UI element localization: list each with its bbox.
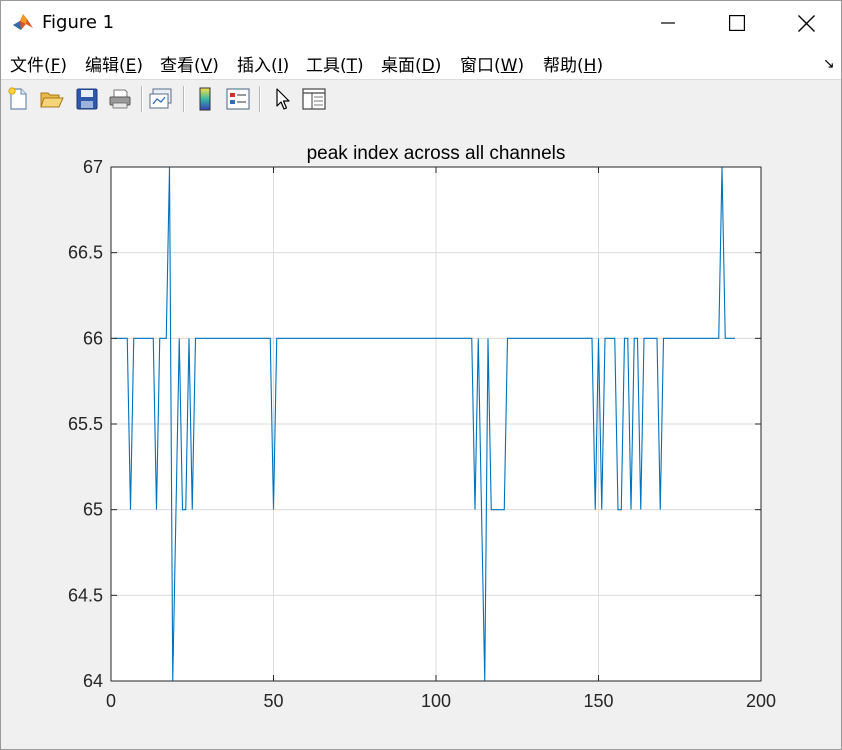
- menu-tools[interactable]: 工具(T): [306, 56, 364, 76]
- link-plot-icon: [149, 88, 172, 109]
- property-inspector-icon: [302, 88, 326, 110]
- x-tick-label: 200: [746, 691, 776, 711]
- y-tick-label: 64: [83, 671, 103, 691]
- print-icon: [109, 89, 131, 109]
- menu-desktop[interactable]: 桌面(D): [381, 56, 442, 76]
- figure-toolbar: [1, 79, 841, 119]
- insert-legend-button[interactable]: [224, 85, 252, 113]
- line-plot[interactable]: 0 50 100 150 200 64 64.5 65 65.5 66 66.5 67 peak ind…: [1, 118, 841, 749]
- link-plot-button[interactable]: [147, 85, 175, 113]
- chart-title: peak index across all channels: [307, 143, 566, 164]
- y-tick-label: 66: [83, 328, 103, 348]
- y-tick-label: 66.5: [68, 243, 103, 263]
- y-tick-label: 65.5: [68, 414, 103, 434]
- x-tick-label: 100: [421, 691, 451, 711]
- y-tick-label: 67: [83, 157, 103, 177]
- colorbar-icon: [199, 87, 211, 111]
- save-button[interactable]: [73, 85, 101, 113]
- y-tick-label: 64.5: [68, 585, 103, 605]
- save-icon: [76, 88, 98, 110]
- menu-window[interactable]: 窗口(W): [460, 56, 525, 76]
- new-figure-button[interactable]: [5, 85, 33, 113]
- toolbar-separator: [259, 86, 261, 112]
- x-tick-label: 150: [583, 691, 613, 711]
- title-bar[interactable]: Figure 1: [1, 1, 841, 45]
- minimize-icon: [661, 22, 675, 24]
- menu-help[interactable]: 帮助(H): [543, 56, 604, 76]
- close-button[interactable]: [771, 1, 841, 45]
- x-tick-label: 50: [263, 691, 283, 711]
- maximize-button[interactable]: [702, 1, 772, 45]
- matlab-logo-icon: [12, 11, 34, 33]
- menu-file[interactable]: 文件(F): [10, 56, 68, 76]
- minimize-button[interactable]: [633, 1, 703, 45]
- toolbar-separator: [141, 86, 143, 112]
- dock-figure-icon[interactable]: ↘: [823, 55, 835, 71]
- print-button[interactable]: [106, 85, 134, 113]
- property-inspector-button[interactable]: [300, 85, 328, 113]
- open-file-icon: [40, 92, 64, 108]
- new-figure-icon: [8, 87, 27, 110]
- series-line[interactable]: [114, 166, 735, 682]
- menu-insert[interactable]: 插入(I): [237, 56, 290, 76]
- insert-colorbar-button[interactable]: [191, 85, 219, 113]
- figure-canvas: 0 50 100 150 200 64 64.5 65 65.5 66 66.5 67 peak ind…: [1, 118, 841, 749]
- menu-bar: 文件(F) 编辑(E) 查看(V) 插入(I) 工具(T) 桌面(D) 窗口(W…: [1, 45, 841, 79]
- open-file-button[interactable]: [38, 85, 66, 113]
- toolbar-separator: [183, 86, 185, 112]
- pointer-icon: [276, 88, 290, 110]
- x-tick-label: 0: [106, 691, 116, 711]
- menu-edit[interactable]: 编辑(E): [85, 56, 144, 76]
- maximize-icon: [729, 15, 745, 31]
- edit-plot-button[interactable]: [268, 85, 296, 113]
- legend-icon: [226, 88, 250, 110]
- menu-view[interactable]: 查看(V): [160, 56, 219, 76]
- y-tick-label: 65: [83, 500, 103, 520]
- close-icon: [797, 14, 815, 32]
- window-title: Figure 1: [42, 12, 115, 33]
